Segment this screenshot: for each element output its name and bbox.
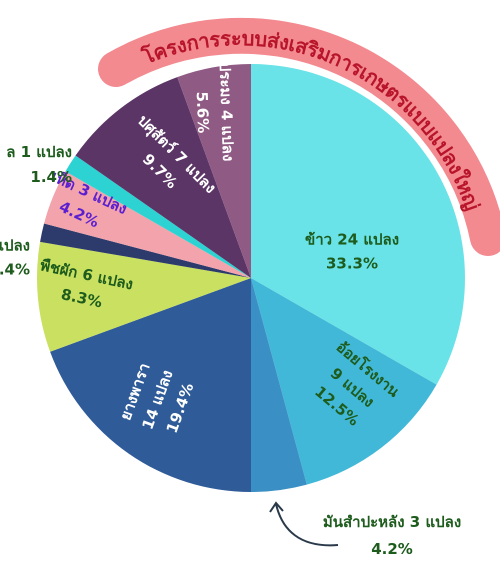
pie-slice <box>44 171 252 278</box>
slice-label: แปลง 1.4% <box>0 237 30 279</box>
pie-slice <box>251 64 465 385</box>
value-label: 5.6% <box>193 91 212 133</box>
slice-label: มันสำปะหลัง 3 แปลง 4.2% <box>323 513 461 558</box>
category-label: ข้าว 24 แปลง <box>305 231 399 249</box>
pie-slice <box>251 278 437 485</box>
callout-arrow <box>275 503 339 547</box>
category-label: ล 1 แปลง <box>6 143 72 161</box>
slice-label: ล 1 แปลง 1.4% <box>6 143 72 186</box>
category-label: แปลง <box>0 237 30 255</box>
pie-slice <box>36 241 252 352</box>
value-label: 4.2% <box>371 540 413 558</box>
pie-slice <box>65 155 251 278</box>
pie-slice <box>75 77 252 278</box>
title-ribbon <box>98 17 500 256</box>
pie-slice <box>251 278 307 492</box>
value-label: 33.3% <box>326 255 378 273</box>
value-label: 1.4% <box>0 261 30 279</box>
category-label: มันสำปะหลัง 3 แปลง <box>323 513 461 531</box>
pie-slice <box>50 278 251 492</box>
arrow-head <box>269 501 284 513</box>
pie-slice <box>40 223 252 278</box>
value-label: 1.4% <box>30 168 72 186</box>
pie-slice <box>177 64 251 278</box>
slice-label: ข้าว 24 แปลง 33.3% <box>305 231 399 273</box>
category-label: ประมง 4 แปลง <box>216 62 237 162</box>
slices <box>36 64 465 492</box>
